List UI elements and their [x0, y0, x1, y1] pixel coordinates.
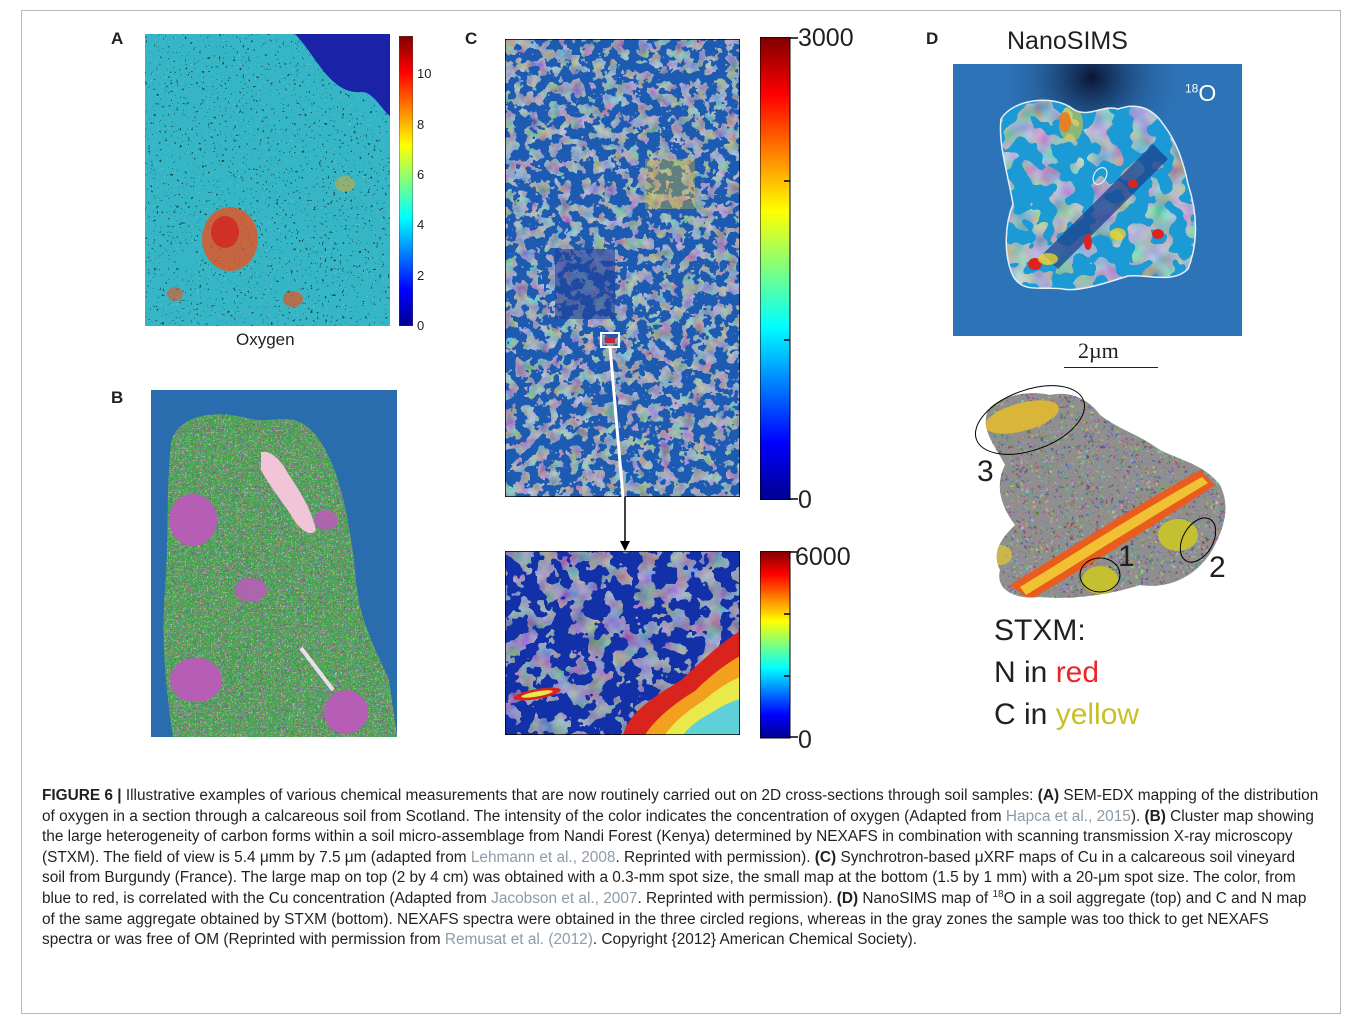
panel-c-arrow	[620, 497, 630, 552]
panel-c-large-colorbar	[760, 37, 800, 500]
panel-c-small-min: 0	[798, 726, 812, 754]
panel-d-n-line: N in red	[994, 652, 1139, 694]
panel-d-scale-bar	[1064, 367, 1158, 368]
panel-a-label: A	[111, 29, 124, 48]
panel-d-label: D	[926, 29, 939, 48]
panel-c-large-min: 0	[798, 486, 812, 514]
panel-d-c-color-word: yellow	[1055, 698, 1140, 731]
caption-text-2: SEM-EDX mapping of the distribution of o…	[42, 787, 1319, 825]
panel-d-n-color-word: red	[1055, 656, 1100, 689]
caption-text-9: . Copyright {2012} American Chemical Soc…	[592, 931, 918, 949]
panel-a-tick-2: 2	[417, 268, 425, 283]
panel-a-tick-4: 4	[417, 217, 425, 232]
caption-text-6: Synchrotron-based μXRF maps of Cu in a c…	[42, 848, 1296, 907]
figure-label: FIGURE 6 |	[42, 787, 122, 804]
panel-d-stxm-legend: STXM: N in red C in yellow	[994, 610, 1139, 736]
panel-d-stxm-map	[970, 375, 1245, 615]
panel-d-region-1: 1	[1118, 540, 1135, 573]
panel-d-isotope-mass: 18	[1185, 81, 1199, 96]
reference-link-remusat[interactable]: Remusat et al. (2012)	[444, 931, 593, 949]
panel-b-label: B	[111, 388, 124, 407]
caption-text-1: Illustrative examples of various chemica…	[121, 787, 1038, 804]
caption-label-a: (A)	[1037, 787, 1060, 804]
panel-a-xlabel: Oxygen	[236, 330, 295, 349]
panel-d-stxm-title: STXM:	[994, 614, 1086, 647]
caption-text-8a: NanoSIMS map of	[858, 889, 993, 907]
panel-d-c-line: C in yellow	[994, 694, 1139, 736]
caption-label-c: (C)	[814, 848, 837, 866]
caption-label-d: (D)	[836, 889, 859, 907]
panel-a-tick-6: 6	[417, 167, 425, 182]
panel-a-tick-10: 10	[417, 66, 432, 81]
caption-label-b: (B)	[1144, 807, 1166, 825]
panel-d-n-prefix: N in	[994, 656, 1056, 689]
panel-d-scale-bar-label: 2µm	[1078, 338, 1119, 363]
caption-text-4: Cluster map showing the large heterogene…	[42, 807, 1314, 866]
reference-link-jacobson[interactable]: Jacobson et al., 2007	[491, 889, 638, 907]
panel-c-large-max: 3000	[798, 24, 854, 52]
panel-a-oxygen-map	[145, 34, 390, 326]
caption-text-7: . Reprinted with permission).	[637, 889, 837, 907]
caption-text-5: . Reprinted with permission).	[615, 848, 815, 866]
figure-frame	[21, 10, 1341, 1014]
caption-sup-18: 18	[992, 888, 1004, 900]
panel-a-tick-8: 8	[417, 117, 425, 132]
panel-d-region-3: 3	[977, 455, 994, 488]
panel-a-colorbar	[399, 36, 413, 326]
panel-c-label: C	[465, 29, 478, 48]
panel-d-nanosims-title: NanoSIMS	[1007, 27, 1128, 55]
figure-caption: FIGURE 6 | Illustrative examples of vari…	[42, 786, 1320, 951]
panel-d-isotope-label: 18O	[1185, 80, 1216, 107]
panel-d-region-2: 2	[1209, 551, 1226, 584]
panel-a-tick-0: 0	[417, 318, 425, 333]
caption-text-3: ).	[1130, 807, 1145, 825]
panel-c-small-max: 6000	[795, 543, 851, 571]
panel-c-small-map	[505, 551, 740, 735]
panel-d-c-prefix: C in	[994, 698, 1056, 731]
caption-text-8b: O in a soil aggregate (top) and C and N …	[42, 889, 1307, 949]
reference-link-lehmann[interactable]: Lehmann et al., 2008	[470, 848, 616, 866]
panel-c-large-map	[505, 39, 740, 497]
reference-link-hapca[interactable]: Hapca et al., 2015	[1005, 807, 1131, 825]
panel-d-isotope-element: O	[1198, 80, 1217, 106]
panel-b-cluster-map	[151, 390, 397, 737]
panel-d-nanosims-map	[953, 64, 1242, 336]
panel-c-small-colorbar	[760, 551, 800, 739]
